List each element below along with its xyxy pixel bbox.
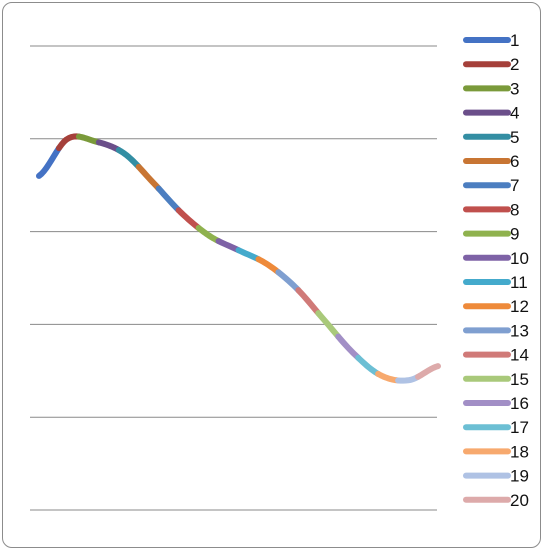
series-line-13 xyxy=(275,269,302,294)
series-line-16 xyxy=(335,333,362,361)
series-lines xyxy=(36,133,441,384)
series-line-15 xyxy=(315,310,342,340)
legend-label-17: 17 xyxy=(510,418,529,437)
legend-label-13: 13 xyxy=(510,321,529,340)
legend-label-18: 18 xyxy=(510,442,529,461)
legend-label-15: 15 xyxy=(510,370,529,389)
legend-label-5: 5 xyxy=(510,128,519,147)
series-line-11 xyxy=(235,247,262,263)
series-line-3 xyxy=(75,133,102,146)
series-line-14 xyxy=(295,287,322,317)
legend-label-1: 1 xyxy=(510,31,519,50)
legend-label-19: 19 xyxy=(510,467,529,486)
series-line-5 xyxy=(115,147,142,170)
legend-label-3: 3 xyxy=(510,79,519,98)
legend-label-10: 10 xyxy=(510,249,529,268)
series-line-20 xyxy=(415,363,441,380)
chart-area xyxy=(2,2,541,548)
legend-label-8: 8 xyxy=(510,200,519,219)
series-line-17 xyxy=(355,354,382,377)
legend-label-11: 11 xyxy=(510,273,528,292)
series-line-18 xyxy=(375,370,402,384)
legend-label-16: 16 xyxy=(510,394,529,413)
series-line-4 xyxy=(95,139,122,154)
legend-label-12: 12 xyxy=(510,297,529,316)
legend-label-4: 4 xyxy=(510,104,519,123)
legend-label-2: 2 xyxy=(510,55,519,74)
series-line-7 xyxy=(155,185,182,214)
series-line-1 xyxy=(36,145,62,179)
series-line-6 xyxy=(135,163,162,192)
series-line-2 xyxy=(55,133,82,152)
legend-label-7: 7 xyxy=(510,176,519,195)
series-line-12 xyxy=(255,256,282,276)
legend-label-14: 14 xyxy=(510,346,529,365)
legend-label-20: 20 xyxy=(510,491,529,510)
legend-label-9: 9 xyxy=(510,225,519,244)
series-line-19 xyxy=(395,373,422,384)
series-line-9 xyxy=(195,224,222,245)
legend-label-6: 6 xyxy=(510,152,519,171)
series-line-10 xyxy=(215,238,242,254)
series-line-8 xyxy=(175,207,202,231)
gridlines xyxy=(30,45,437,511)
